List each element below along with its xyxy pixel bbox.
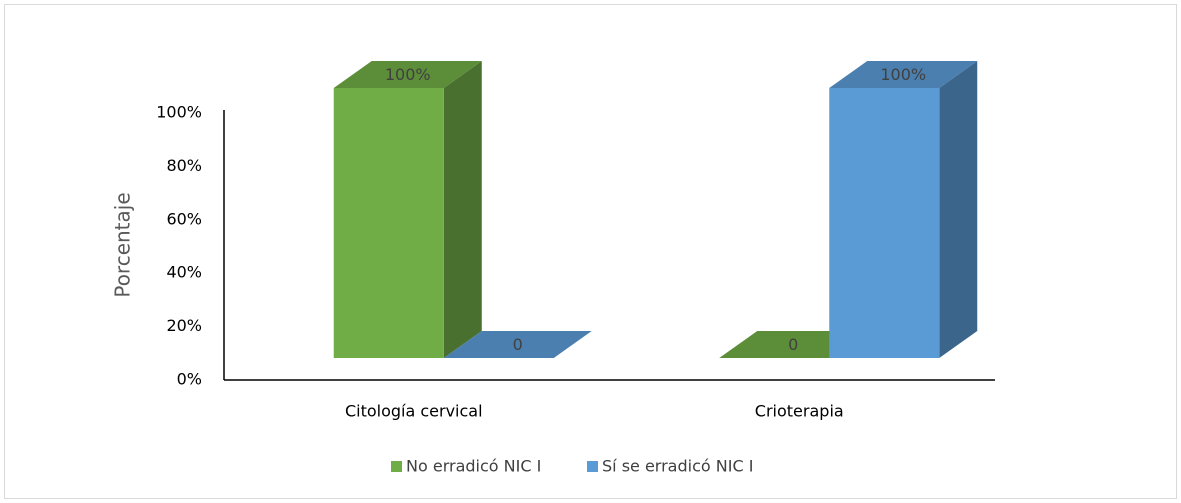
legend-swatch: [587, 461, 598, 472]
bar-side: [939, 61, 978, 358]
value-label: 0: [788, 335, 798, 354]
bar-top: [829, 61, 978, 88]
y-axis-title: Porcentaje: [111, 192, 135, 297]
bar-side: [443, 61, 482, 358]
y-tick-label: 100%: [156, 103, 202, 122]
y-tick-label: 40%: [166, 263, 202, 282]
x-tick-label: Citología cervical: [345, 402, 483, 421]
bar: [333, 88, 444, 358]
y-tick-label: 0%: [177, 370, 202, 389]
y-tick-label: 20%: [166, 316, 202, 335]
x-tick-label: Crioterapia: [755, 402, 844, 421]
y-tick-label: 80%: [166, 156, 202, 175]
legend-label: Sí se erradicó NIC I: [602, 457, 753, 476]
bar: [829, 88, 940, 358]
value-label: 100%: [385, 65, 431, 84]
bar-top: [443, 331, 592, 358]
bar-top: [333, 61, 482, 88]
value-label: 0: [513, 335, 523, 354]
value-label: 100%: [880, 65, 926, 84]
legend-label: No erradicó NIC I: [406, 457, 541, 476]
legend-swatch: [391, 461, 402, 472]
chart-border: [4, 4, 1177, 499]
y-tick-label: 60%: [166, 209, 202, 228]
